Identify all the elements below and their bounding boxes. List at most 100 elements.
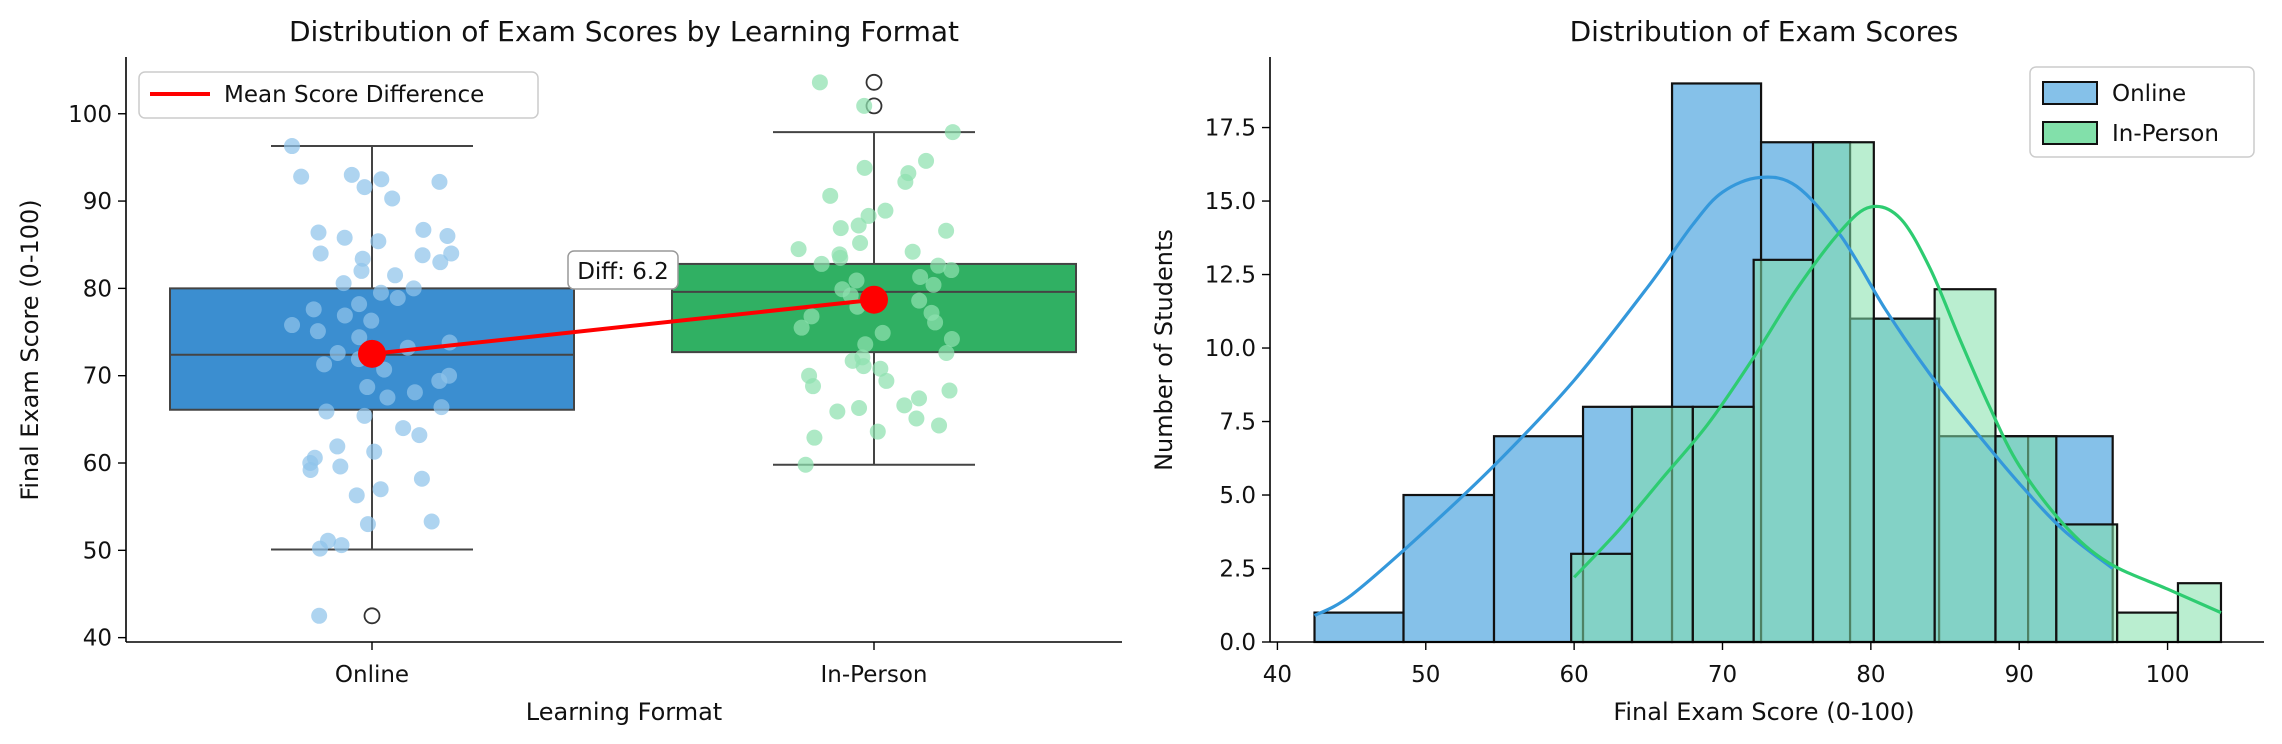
- boxplot-x-tick-label: Online: [335, 662, 409, 688]
- legend-swatch-online: [2042, 81, 2098, 105]
- boxplot-y-tick-label: 80: [83, 276, 112, 302]
- strip-point: [310, 224, 327, 241]
- strip-point: [832, 220, 849, 237]
- histogram-bar: [1994, 435, 2058, 644]
- strip-point: [373, 171, 390, 188]
- strip-point: [423, 513, 440, 530]
- strip-point: [293, 168, 310, 185]
- strip-point: [806, 429, 823, 446]
- strip-point: [335, 275, 352, 292]
- strip-point: [860, 207, 877, 224]
- histogram-y-tick-label: 15.0: [1205, 189, 1256, 215]
- strip-point: [413, 470, 430, 487]
- mean-difference-line: [371, 297, 875, 356]
- strip-point: [415, 221, 432, 238]
- histogram-bar: [2176, 582, 2223, 644]
- boxplot-y-tick-label: 50: [83, 538, 112, 564]
- histogram-x-tick-label: 80: [1856, 662, 1885, 688]
- boxplot-x-tick-label: In-Person: [821, 662, 928, 688]
- boxplot-y-tick-label: 60: [83, 451, 112, 477]
- strip-point: [414, 247, 431, 264]
- histogram-y-tick-label: 2.5: [1219, 557, 1256, 583]
- strip-point: [363, 312, 380, 329]
- histogram-x-tick-label: 70: [1708, 662, 1737, 688]
- boxplot-plot-area: 40 50 60 70 80 90 100 Online In-Person Diff: 6.2 M…: [68, 57, 1122, 688]
- strip-point: [811, 74, 828, 91]
- histogram-title: Distribution of Exam Scores: [1570, 15, 1959, 48]
- box-outlier: [865, 73, 883, 91]
- strip-point: [372, 481, 389, 498]
- strip-point: [316, 356, 333, 373]
- histogram-bar: [1402, 493, 1496, 644]
- histogram-x-tick-label: 40: [1263, 662, 1292, 688]
- histogram-bar: [1570, 552, 1634, 644]
- strip-point: [311, 607, 328, 624]
- strip-point: [443, 245, 460, 262]
- legend-label-online: Online: [2112, 81, 2186, 107]
- strip-point: [431, 173, 448, 190]
- histogram-x-tick-label: 100: [2146, 662, 2190, 688]
- histogram-panel: Distribution of Exam Scores 40 50 60 70 80 90…: [1150, 15, 2264, 726]
- strip-point: [925, 276, 942, 293]
- histogram-bar: [1630, 405, 1694, 644]
- strip-point: [384, 190, 401, 207]
- boxplot-legend-frame: [138, 71, 539, 119]
- strip-point: [872, 360, 889, 377]
- strip-point: [332, 458, 349, 475]
- strip-point: [389, 289, 406, 306]
- strip-point: [944, 124, 961, 141]
- strip-point: [938, 344, 955, 361]
- strip-point: [348, 487, 365, 504]
- strip-point: [351, 329, 368, 346]
- strip-point: [856, 97, 873, 114]
- boxplot-x-axis-label: Learning Format: [526, 698, 722, 726]
- mean-point-online: [358, 339, 386, 368]
- histogram-bar: [1313, 611, 1405, 644]
- histogram-plot-area: 40 50 60 70 80 90 100 0.0 2.5 5.0 7.5 10.0 12.5 15.0 1…: [1205, 57, 2264, 688]
- boxplot-legend: Mean Score Difference: [138, 71, 539, 119]
- difference-annotation-box: [567, 250, 679, 290]
- box-in-person: [671, 73, 1077, 466]
- strip-point: [376, 361, 393, 378]
- strip-point: [805, 378, 822, 395]
- strip-point: [372, 284, 389, 301]
- strip-point: [395, 420, 412, 437]
- kde-curve-online: [1313, 175, 2114, 617]
- strip-point: [333, 537, 350, 554]
- boxplot-y-tick-label: 70: [83, 364, 112, 390]
- strip-point: [897, 173, 914, 190]
- strip-point: [857, 336, 874, 353]
- legend-mean-line-label: Mean Score Difference: [224, 82, 484, 108]
- kde-curve-in-person: [1572, 204, 2222, 615]
- strip-point: [439, 227, 456, 244]
- histogram-y-tick-label: 7.5: [1219, 410, 1256, 436]
- strip-point: [832, 249, 849, 266]
- strip-point: [851, 400, 868, 416]
- strip-point: [856, 159, 873, 176]
- histogram-y-tick-label: 12.5: [1205, 263, 1256, 289]
- strip-point: [329, 438, 346, 455]
- strip-point: [366, 443, 383, 460]
- strip-point: [312, 245, 329, 262]
- strip-point: [370, 233, 387, 250]
- box-outlier: [363, 607, 381, 625]
- strip-point: [379, 389, 396, 406]
- mean-point-in-person: [860, 285, 888, 314]
- histogram-bar: [1752, 258, 1815, 644]
- strip-point: [931, 417, 948, 434]
- histogram-bar: [1933, 288, 1997, 644]
- strip-point: [311, 540, 328, 557]
- strip-point: [850, 217, 867, 234]
- strip-point: [318, 403, 335, 420]
- histogram-x-tick-label: 90: [2005, 662, 2034, 688]
- strip-point: [354, 250, 371, 267]
- histogram-legend: Online In-Person: [2029, 66, 2255, 158]
- strip-point: [943, 331, 960, 348]
- histogram-bar: [1691, 405, 1755, 644]
- strip-point: [351, 296, 368, 313]
- difference-annotation: Diff: 6.2: [577, 259, 669, 285]
- strip-point: [405, 280, 422, 297]
- strip-point: [911, 390, 928, 407]
- strip-point: [943, 262, 960, 279]
